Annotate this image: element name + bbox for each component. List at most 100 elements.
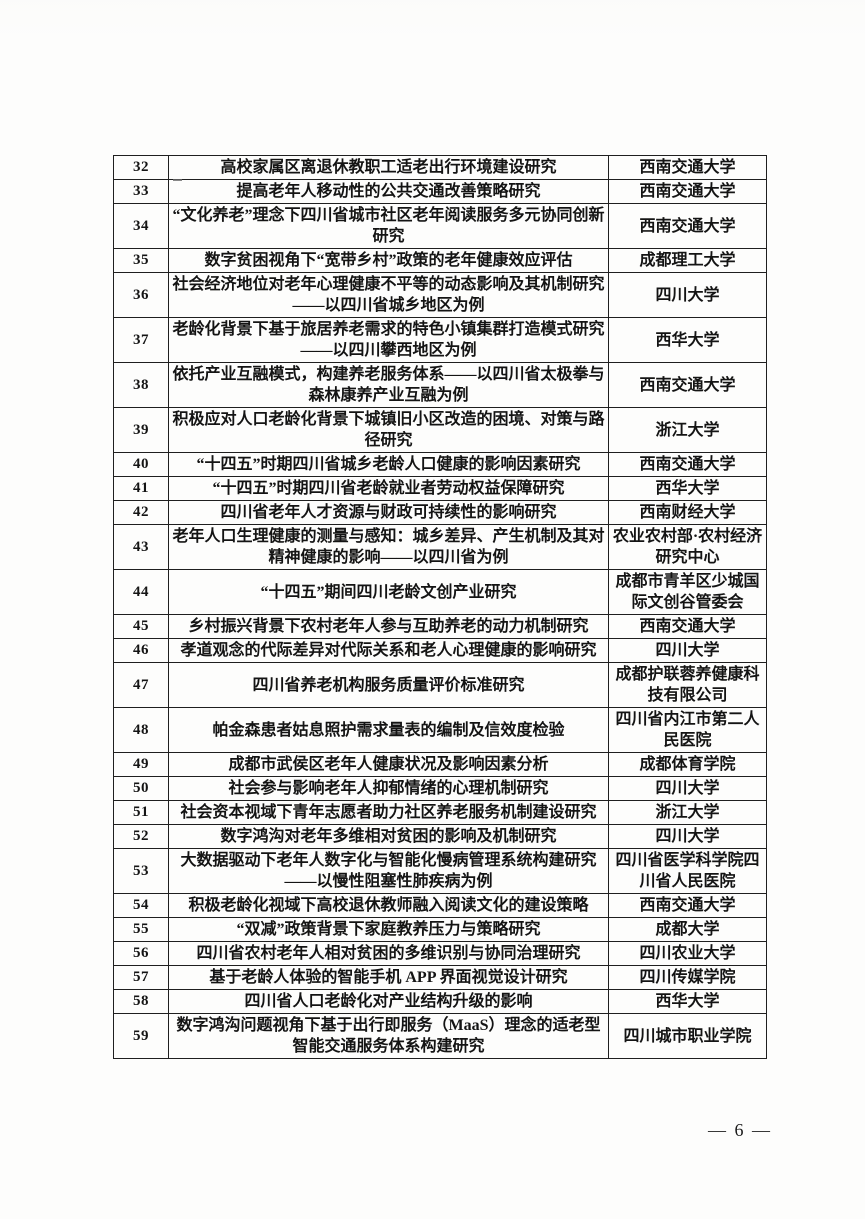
project-title: “十四五”时期四川省城乡老龄人口健康的影响因素研究 (168, 452, 609, 477)
institution-name: 西南财经大学 (608, 500, 767, 525)
row-number: 36 (113, 272, 169, 318)
project-title: “十四五”期间四川老龄文创产业研究 (168, 569, 609, 615)
row-number: 54 (113, 893, 169, 918)
scan-artifact (173, 179, 182, 181)
table-row: 52 数字鸿沟对老年多维相对贫困的影响及机制研究 四川大学 (113, 824, 767, 849)
row-number: 38 (113, 362, 169, 408)
institution-name: 西南交通大学 (608, 203, 767, 249)
institution-name: 成都护联蓉养健康科技有限公司 (608, 662, 767, 708)
table-row: 37 老龄化背景下基于旅居养老需求的特色小镇集群打造模式研究——以四川攀西地区为例… (113, 317, 767, 363)
table-row: 34 “文化养老”理念下四川省城市社区老年阅读服务多元协同创新研究 西南交通大学 (113, 203, 767, 249)
table-row: 32 高校家属区离退休教职工适老出行环境建设研究 西南交通大学 (113, 155, 767, 180)
institution-name: 西南交通大学 (608, 893, 767, 918)
row-number: 58 (113, 989, 169, 1014)
table-row: 53 大数据驱动下老年人数字化与智能化慢病管理系统构建研究——以慢性阻塞性肺疾病为… (113, 848, 767, 894)
row-number: 39 (113, 407, 169, 453)
project-title: 数字贫困视角下“宽带乡村”政策的老年健康效应评估 (168, 248, 609, 273)
institution-name: 农业农村部·农村经济研究中心 (608, 524, 767, 570)
institution-name: 浙江大学 (608, 407, 767, 453)
project-title: 老年人口生理健康的测量与感知：城乡差异、产生机制及其对精神健康的影响——以四川省… (168, 524, 609, 570)
table-row: 38 依托产业互融模式，构建养老服务体系——以四川省太极拳与森林康养产业互融为例西… (113, 362, 767, 408)
row-number: 48 (113, 707, 169, 753)
institution-name: 四川省医学科学院四川省人民医院 (608, 848, 767, 894)
row-number: 42 (113, 500, 169, 525)
institution-name: 四川大学 (608, 776, 767, 801)
row-number: 56 (113, 941, 169, 966)
project-title: 社会资本视域下青年志愿者助力社区养老服务机制建设研究 (168, 800, 609, 825)
institution-name: 四川省内江市第二人民医院 (608, 707, 767, 753)
institution-name: 四川大学 (608, 638, 767, 663)
table-row: 44 “十四五”期间四川老龄文创产业研究 成都市青羊区少城国际文创谷管委会 (113, 569, 767, 615)
project-title: 四川省老年人才资源与财政可持续性的影响研究 (168, 500, 609, 525)
row-number: 50 (113, 776, 169, 801)
institution-name: 西南交通大学 (608, 179, 767, 204)
table-row: 43 老年人口生理健康的测量与感知：城乡差异、产生机制及其对精神健康的影响——以四… (113, 524, 767, 570)
institution-name: 西南交通大学 (608, 452, 767, 477)
row-number: 59 (113, 1013, 169, 1059)
project-title: 基于老龄人体验的智能手机 APP 界面视觉设计研究 (168, 965, 609, 990)
row-number: 40 (113, 452, 169, 477)
table-row: 39 积极应对人口老龄化背景下城镇旧小区改造的困境、对策与路径研究 浙江大学 (113, 407, 767, 453)
project-title: 数字鸿沟对老年多维相对贫困的影响及机制研究 (168, 824, 609, 849)
table-row: 59 数字鸿沟问题视角下基于出行即服务（MaaS）理念的适老型智能交通服务体系构建… (113, 1013, 767, 1059)
project-title: “双减”政策背景下家庭教养压力与策略研究 (168, 917, 609, 942)
row-number: 43 (113, 524, 169, 570)
project-title: 四川省养老机构服务质量评价标准研究 (168, 662, 609, 708)
project-title: 四川省农村老年人相对贫困的多维识别与协同治理研究 (168, 941, 609, 966)
table-body: 32 高校家属区离退休教职工适老出行环境建设研究 西南交通大学 33 提高老年人移动性的… (113, 155, 767, 1059)
row-number: 46 (113, 638, 169, 663)
table-row: 58 四川省人口老龄化对产业结构升级的影响 西华大学 (113, 989, 767, 1014)
row-number: 51 (113, 800, 169, 825)
table-row: 40 “十四五”时期四川省城乡老龄人口健康的影响因素研究 西南交通大学 (113, 452, 767, 477)
project-title: 提高老年人移动性的公共交通改善策略研究 (168, 179, 609, 204)
institution-name: 西南交通大学 (608, 614, 767, 639)
row-number: 55 (113, 917, 169, 942)
row-number: 34 (113, 203, 169, 249)
research-projects-table: 32 高校家属区离退休教职工适老出行环境建设研究 西南交通大学 33 提高老年人移动性的… (113, 155, 767, 1059)
table-row: 42 四川省老年人才资源与财政可持续性的影响研究 西南财经大学 (113, 500, 767, 525)
row-number: 41 (113, 476, 169, 501)
project-title: 积极应对人口老龄化背景下城镇旧小区改造的困境、对策与路径研究 (168, 407, 609, 453)
institution-name: 浙江大学 (608, 800, 767, 825)
project-title: 社会参与影响老年人抑郁情绪的心理机制研究 (168, 776, 609, 801)
institution-name: 西华大学 (608, 989, 767, 1014)
row-number: 33 (113, 179, 169, 204)
project-title: 数字鸿沟问题视角下基于出行即服务（MaaS）理念的适老型智能交通服务体系构建研究 (168, 1013, 609, 1059)
table-row: 48 帕金森患者姑息照护需求量表的编制及信效度检验 四川省内江市第二人民医院 (113, 707, 767, 753)
project-title: 老龄化背景下基于旅居养老需求的特色小镇集群打造模式研究——以四川攀西地区为例 (168, 317, 609, 363)
table-row: 46 孝道观念的代际差异对代际关系和老人心理健康的影响研究 四川大学 (113, 638, 767, 663)
row-number: 49 (113, 752, 169, 777)
table-row: 50 社会参与影响老年人抑郁情绪的心理机制研究 四川大学 (113, 776, 767, 801)
row-number: 52 (113, 824, 169, 849)
row-number: 47 (113, 662, 169, 708)
table-row: 51 社会资本视域下青年志愿者助力社区养老服务机制建设研究 浙江大学 (113, 800, 767, 825)
row-number: 37 (113, 317, 169, 363)
table-row: 57 基于老龄人体验的智能手机 APP 界面视觉设计研究 四川传媒学院 (113, 965, 767, 990)
table-row: 47 四川省养老机构服务质量评价标准研究 成都护联蓉养健康科技有限公司 (113, 662, 767, 708)
project-title: 成都市武侯区老年人健康状况及影响因素分析 (168, 752, 609, 777)
table-row: 33 提高老年人移动性的公共交通改善策略研究 西南交通大学 (113, 179, 767, 204)
project-title: 社会经济地位对老年心理健康不平等的动态影响及其机制研究——以四川省城乡地区为例 (168, 272, 609, 318)
institution-name: 四川大学 (608, 824, 767, 849)
institution-name: 四川大学 (608, 272, 767, 318)
table-row: 45 乡村振兴背景下农村老年人参与互助养老的动力机制研究 西南交通大学 (113, 614, 767, 639)
project-title: 高校家属区离退休教职工适老出行环境建设研究 (168, 155, 609, 180)
project-title: 四川省人口老龄化对产业结构升级的影响 (168, 989, 609, 1014)
institution-name: 成都理工大学 (608, 248, 767, 273)
institution-name: 成都市青羊区少城国际文创谷管委会 (608, 569, 767, 615)
institution-name: 西南交通大学 (608, 362, 767, 408)
institution-name: 西南交通大学 (608, 155, 767, 180)
table-row: 35 数字贫困视角下“宽带乡村”政策的老年健康效应评估 成都理工大学 (113, 248, 767, 273)
project-title: 大数据驱动下老年人数字化与智能化慢病管理系统构建研究——以慢性阻塞性肺疾病为例 (168, 848, 609, 894)
table-row: 56 四川省农村老年人相对贫困的多维识别与协同治理研究 四川农业大学 (113, 941, 767, 966)
project-title: “十四五”时期四川省老龄就业者劳动权益保障研究 (168, 476, 609, 501)
row-number: 53 (113, 848, 169, 894)
project-title: 孝道观念的代际差异对代际关系和老人心理健康的影响研究 (168, 638, 609, 663)
table-row: 49 成都市武侯区老年人健康状况及影响因素分析 成都体育学院 (113, 752, 767, 777)
project-title: 积极老龄化视域下高校退休教师融入阅读文化的建设策略 (168, 893, 609, 918)
row-number: 44 (113, 569, 169, 615)
institution-name: 四川农业大学 (608, 941, 767, 966)
institution-name: 西华大学 (608, 317, 767, 363)
project-title: 乡村振兴背景下农村老年人参与互助养老的动力机制研究 (168, 614, 609, 639)
